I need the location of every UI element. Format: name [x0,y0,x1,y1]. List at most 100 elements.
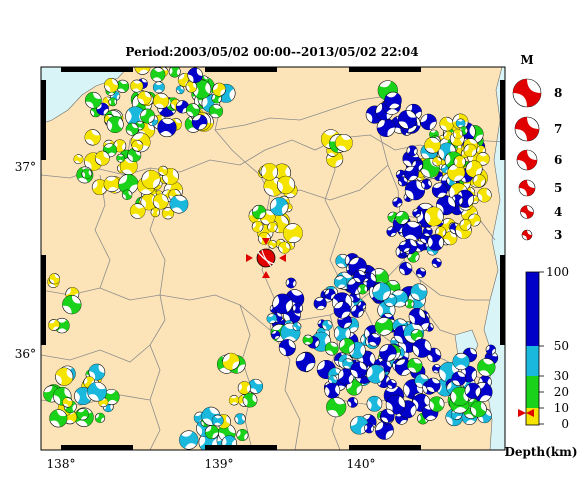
focal-mechanism [357,284,368,295]
focal-mechanism [470,400,487,418]
magnitude-legend-item: 7 [514,116,562,142]
focal-mechanism [48,273,60,285]
focal-mechanism [407,357,423,374]
magnitude-legend-item: 5 [518,179,562,197]
focal-mechanism [452,352,470,371]
focal-mechanism [350,416,369,435]
focal-mechanism [94,150,110,166]
x-tick-140: 140° [347,457,376,471]
focal-mechanism [385,394,406,415]
focal-mechanism [403,166,419,181]
focal-mechanism [84,129,101,146]
focal-mechanism [108,97,118,107]
focal-mechanism [342,358,354,370]
focal-mechanism [94,412,106,424]
magnitude-legend: M 8 7 6 5 4 3 [512,53,562,242]
focal-mechanism [48,319,60,331]
focal-mechanism [404,180,426,201]
depth-bar-frame [525,271,540,426]
focal-mechanism [366,364,386,384]
focal-mechanism [134,67,151,75]
focal-mechanism [427,234,445,251]
focal-mechanism [350,361,368,379]
focal-mechanism [428,396,445,412]
focal-mechanism [62,295,82,315]
depth-unit-label: Depth(km) [504,445,577,459]
focal-mechanism [150,207,161,218]
focal-mechanism [251,220,264,233]
focal-mechanism [439,116,454,132]
map-title: Period:2003/05/02 00:00--2013/05/02 22:0… [125,45,418,59]
focal-mechanism [150,67,166,83]
focal-mechanism [398,240,411,253]
focal-mechanism [276,175,296,195]
magnitude-legend-item: 3 [521,228,562,242]
focal-mechanism [268,239,277,249]
focal-mechanism [84,91,102,109]
focal-mechanism [477,358,496,377]
focal-mechanism [104,78,119,93]
depth-bar-30-10 [526,376,539,408]
focal-mechanism [234,413,246,425]
focal-mechanism [363,423,375,434]
focal-mechanism [103,175,120,193]
focal-mechanism [141,169,161,190]
focal-mechanism [113,139,127,153]
focal-mechanism [386,226,397,237]
focal-mechanism [237,381,252,395]
focal-mechanism [191,114,208,131]
focal-mechanism [272,293,293,314]
focal-mechanism [397,176,408,187]
focal-mechanism [376,118,396,137]
focal-mechanism [380,408,395,423]
focal-mechanism [248,378,264,394]
map-area [41,67,505,450]
magnitude-legend-label: 7 [554,122,562,136]
focal-mechanism [88,363,106,381]
focal-mechanism [432,156,442,167]
focal-mechanism [208,104,224,119]
magnitude-legend-item: 8 [512,78,562,108]
focal-mechanism [467,213,481,227]
main-event-marker [246,238,286,278]
focal-mechanism [152,81,165,94]
focal-mechanism [338,337,355,354]
focal-mechanism [192,79,212,99]
focal-mechanism [421,178,432,190]
x-tick-139: 139° [205,457,234,471]
focal-mechanism [333,301,351,319]
focal-mechanism [422,226,433,237]
focal-mechanism [168,67,181,78]
focal-mechanism [87,381,107,402]
focal-mechanism [140,108,155,124]
focal-mechanism [260,163,279,181]
focal-mechanism [283,223,303,244]
focal-mechanism [431,257,442,268]
depth-legend: 100 50 30 20 10 0 Depth(km) [504,265,577,459]
focal-mechanism [285,277,297,289]
focal-mechanism [130,79,144,93]
focal-mechanism [125,122,139,136]
focal-mechanism [266,313,277,324]
focal-mechanism [187,67,203,83]
focal-mechanism [269,197,289,216]
magnitude-legend-item: 4 [520,205,562,219]
focal-mechanism [131,139,144,152]
focal-mechanism [212,82,226,97]
focal-mechanism [204,425,219,440]
focal-mechanism [476,152,490,166]
focal-mechanism [62,397,73,408]
y-tick-36: 36° [15,347,36,361]
focal-mechanism [443,231,458,246]
focal-mechanism [236,429,249,442]
focal-mechanism [375,420,394,440]
focal-mechanism [169,194,189,214]
focal-mechanism [161,207,175,220]
focal-mechanism [431,182,448,199]
focal-mechanism [384,91,402,110]
focal-mechanism [459,219,472,231]
focal-mechanism [121,189,133,201]
depth-tick-marks [539,271,544,425]
focal-mechanism [278,339,296,357]
